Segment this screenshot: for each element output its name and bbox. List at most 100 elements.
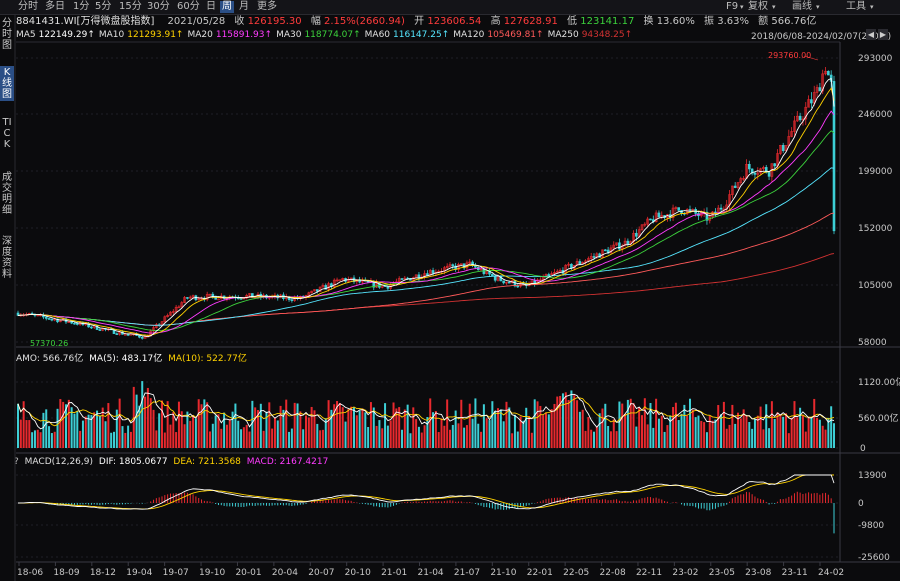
time-tick-label: 20-01: [235, 568, 261, 578]
volume-bar: [378, 420, 381, 448]
volume-bar: [124, 432, 127, 448]
candle-body: [163, 316, 167, 322]
volume-bar: [81, 420, 84, 448]
candle-body: [479, 268, 483, 271]
volume-bar: [127, 425, 130, 448]
candle-body: [155, 324, 158, 328]
side-tab-2[interactable]: TICK: [2, 117, 12, 150]
candle-body: [140, 336, 144, 339]
candle-body: [115, 333, 119, 335]
period-tab-0[interactable]: 分时: [18, 1, 38, 12]
candle-body: [592, 256, 596, 258]
candle-body: [44, 316, 48, 319]
volume-bar: [536, 401, 539, 448]
volume-bar: [717, 405, 720, 448]
menu-item-2[interactable]: 画线: [792, 1, 812, 12]
candle-body: [459, 263, 463, 266]
volume-bar: [624, 414, 627, 448]
macd-label: MACD:: [246, 457, 277, 467]
candle-body: [70, 321, 73, 324]
volume-bar: [361, 408, 364, 448]
period-tab-6[interactable]: 60分: [177, 1, 200, 12]
volume-tick-label: 1120.00亿: [858, 376, 900, 388]
volume-bar: [451, 424, 454, 448]
volume-bar: [293, 402, 296, 448]
volume-bar: [694, 417, 697, 448]
volume-bar: [457, 423, 460, 448]
period-tab-1[interactable]: 多日: [45, 1, 65, 12]
ma-label-0: MA5: [16, 30, 36, 40]
volume-bar: [581, 409, 584, 448]
volume-bar: [708, 415, 711, 448]
candle-body: [502, 280, 505, 284]
volume-bar: [336, 401, 339, 448]
volume-bar: [56, 408, 59, 448]
candle-body: [711, 211, 714, 217]
volume-bar: [296, 403, 299, 448]
volume-bar: [807, 416, 810, 448]
volume-bar: [338, 403, 341, 448]
candle-body: [578, 261, 582, 265]
volume-bar: [67, 399, 70, 448]
volume-bar: [618, 401, 621, 448]
candle-body: [315, 289, 319, 292]
ma-label-3: MA30: [276, 30, 302, 40]
volume-bar: [587, 417, 590, 448]
volume-bar: [796, 417, 799, 448]
volume-bar: [59, 399, 62, 448]
candle-body: [762, 167, 765, 170]
volume-bar: [113, 431, 115, 448]
volume-bar: [209, 431, 211, 448]
period-tab-4[interactable]: 15分: [119, 1, 142, 12]
volume-bar: [745, 415, 748, 448]
volume-bar: [358, 410, 361, 448]
menu-item-0[interactable]: F9: [726, 1, 739, 12]
scroll-left-button[interactable]: ◀: [866, 29, 876, 40]
volume-bar: [316, 423, 319, 448]
volume-bar: [508, 407, 511, 448]
period-tab-7[interactable]: 日: [206, 1, 216, 12]
candle-body: [505, 281, 508, 284]
period-tab-2[interactable]: 1分: [73, 1, 90, 12]
volume-bar: [423, 425, 426, 448]
volume-bar: [691, 409, 694, 448]
side-tab-4[interactable]: 深度资料: [2, 236, 12, 280]
dea-line: [18, 474, 834, 510]
volume-bar: [545, 412, 547, 448]
side-tab-3[interactable]: 成交明细: [2, 172, 12, 216]
time-tick-label: 23-02: [672, 568, 698, 578]
period-tab-9[interactable]: 月: [239, 1, 249, 12]
side-tab-1[interactable]: K线图: [0, 66, 14, 101]
volume-bar: [307, 417, 310, 448]
period-tab-8[interactable]: 周: [220, 1, 234, 13]
menu-item-3[interactable]: 工具: [846, 1, 866, 12]
period-tab-3[interactable]: 5分: [95, 1, 112, 12]
candle-body: [815, 87, 819, 93]
volume-bar: [220, 428, 223, 448]
period-tab-5[interactable]: 30分: [147, 1, 170, 12]
candle-body: [403, 277, 407, 280]
candle-body: [321, 285, 325, 288]
volume-bar: [234, 403, 237, 448]
volume-bar: [497, 408, 499, 448]
volume-bar: [28, 420, 31, 448]
volume-bar: [242, 427, 245, 448]
candle-body: [767, 172, 771, 177]
price-tick-label: 152000: [858, 224, 893, 234]
candle-body: [558, 269, 562, 272]
volume-bar: [186, 411, 189, 448]
macd-help-icon[interactable]: ?: [14, 457, 19, 467]
volume-bar: [649, 403, 652, 448]
volume-bar: [73, 413, 76, 448]
candle-body: [555, 270, 559, 273]
volume-bar: [223, 412, 226, 448]
ma60-line: [17, 167, 835, 326]
side-tab-0[interactable]: 分时图: [2, 18, 12, 51]
scroll-right-button[interactable]: ▶: [878, 29, 888, 40]
volume-bar: [768, 428, 771, 448]
volume-bar: [697, 415, 700, 448]
period-tab-10[interactable]: 更多: [257, 1, 277, 12]
menu-item-1[interactable]: 复权: [748, 1, 768, 12]
volume-bar: [705, 432, 708, 448]
